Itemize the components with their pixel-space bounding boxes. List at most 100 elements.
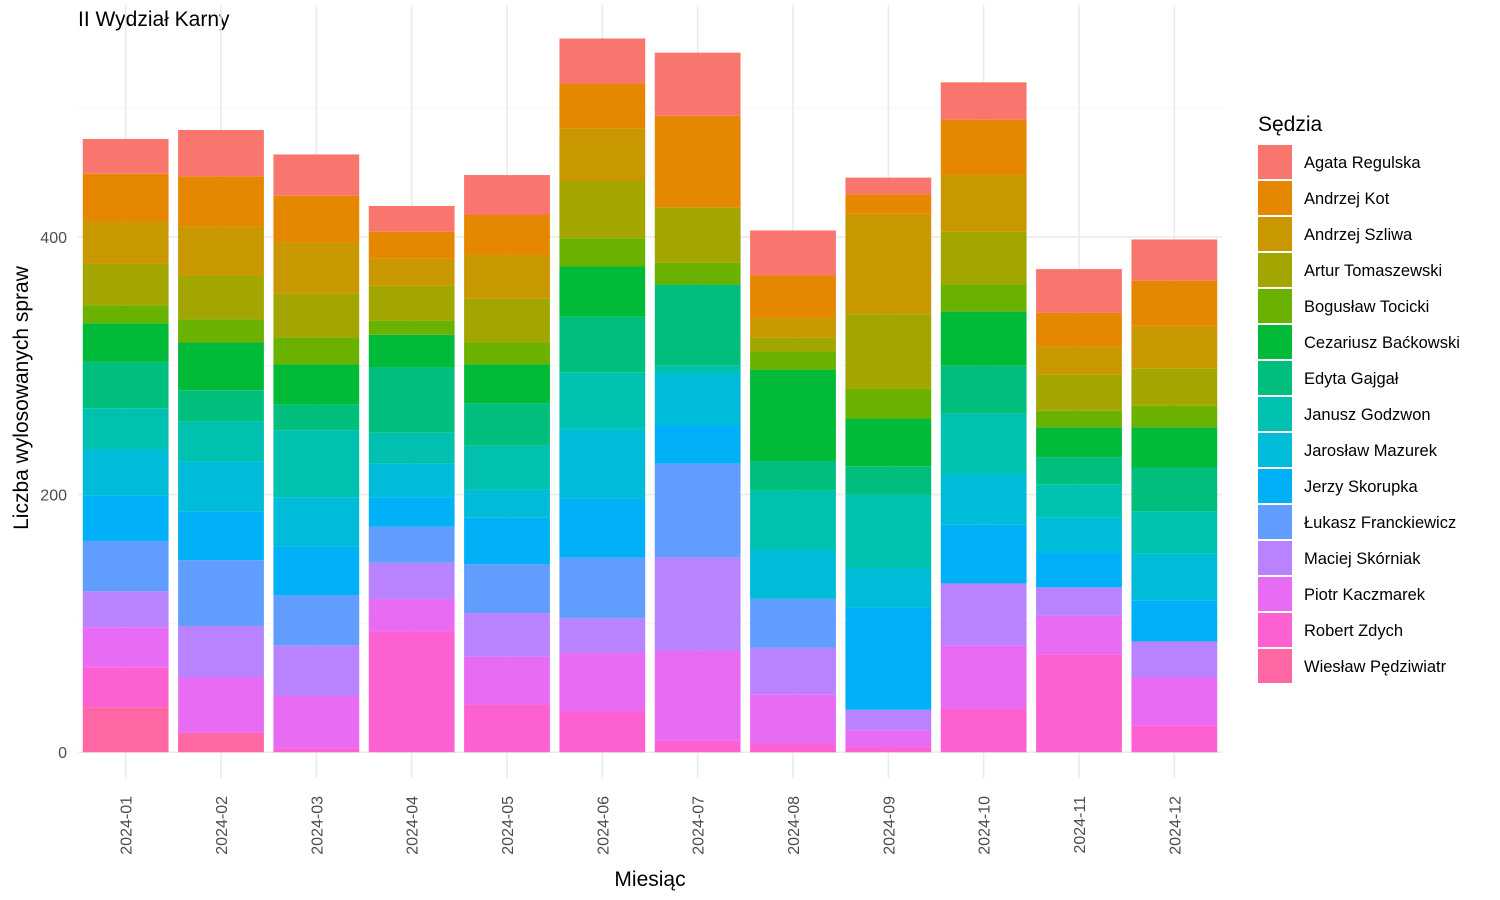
bar-segment-2024-04-cezariusz-backowski: [368, 334, 455, 368]
bar-segment-2024-08-maciej-skorniak: [750, 647, 836, 695]
bar-segment-2024-02-wieslaw-pedziwiatr: [178, 732, 264, 753]
bar-segment-2024-08-andrzej-szliwa: [750, 318, 836, 338]
bar-segment-2024-12-andrzej-kot: [1131, 280, 1218, 326]
bar-segment-2024-05-artur-tomaszewski: [464, 298, 550, 343]
legend: Sędzia Agata Regulska Andrzej Kot Andrzej …: [1258, 113, 1460, 683]
legend-label: Wiesław Pędziwiatr: [1304, 658, 1447, 676]
legend-key: [1258, 289, 1292, 323]
bar-segment-2024-07-andrzej-kot: [654, 115, 741, 208]
x-tick-label: 2024-10: [977, 796, 994, 855]
bar-segment-2024-05-lukasz-franckiewicz: [464, 564, 550, 614]
bar-segment-2024-02-cezariusz-backowski: [178, 342, 264, 391]
bar-segment-2024-12-jaroslaw-mazurek: [1131, 553, 1218, 601]
bar-segment-2024-03-cezariusz-backowski: [273, 364, 360, 405]
y-tick-label: 200: [40, 488, 67, 505]
bar-segment-2024-01-maciej-skorniak: [82, 591, 169, 628]
legend-label: Andrzej Szliwa: [1304, 226, 1413, 244]
bar-segment-2024-02-agata-regulska: [178, 129, 264, 177]
bar-segment-2024-11-edyta-gajgal: [1036, 457, 1122, 485]
bar-segment-2024-04-lukasz-franckiewicz: [368, 526, 455, 563]
bar-segment-2024-09-janusz-godzwon: [845, 494, 932, 569]
bar-segment-2024-01-cezariusz-backowski: [82, 323, 169, 362]
bar-segment-2024-02-edyta-gajgal: [178, 390, 264, 422]
bar-segment-2024-10-jaroslaw-mazurek: [940, 473, 1027, 525]
bar-segment-2024-08-andrzej-kot: [750, 275, 836, 319]
bar-segment-2024-03-jerzy-skorupka: [273, 546, 360, 596]
legend-key: [1258, 541, 1292, 575]
legend-key: [1258, 613, 1292, 647]
legend-key: [1258, 649, 1292, 683]
bar-segment-2024-06-andrzej-kot: [559, 83, 646, 129]
bar-segment-2024-06-cezariusz-backowski: [559, 266, 646, 317]
bar-segment-2024-06-lukasz-franckiewicz: [559, 557, 646, 619]
x-tick-label: 2024-02: [214, 796, 231, 855]
bar-segment-2024-08-lukasz-franckiewicz: [750, 598, 836, 648]
bar-segment-2024-09-maciej-skorniak: [845, 709, 932, 731]
bar-segment-2024-09-edyta-gajgal: [845, 466, 932, 495]
bar-segment-2024-01-jaroslaw-mazurek: [82, 449, 169, 496]
bar-segment-2024-11-boguslaw-tocicki: [1036, 410, 1122, 428]
legend-label: Bogusław Tocicki: [1304, 298, 1429, 316]
bar-segment-2024-09-piotr-kaczmarek: [845, 730, 932, 748]
bar-segment-2024-03-edyta-gajgal: [273, 404, 360, 431]
legend-key: [1258, 577, 1292, 611]
legend-label: Jerzy Skorupka: [1304, 478, 1419, 496]
bar-segment-2024-12-maciej-skorniak: [1131, 641, 1218, 678]
bar-segment-2024-02-jaroslaw-mazurek: [178, 461, 264, 512]
bar-segment-2024-01-robert-zdych: [82, 667, 169, 708]
legend-key: [1258, 181, 1292, 215]
bar-segment-2024-01-jerzy-skorupka: [82, 495, 169, 541]
bar-segment-2024-11-cezariusz-backowski: [1036, 427, 1122, 458]
bar-segment-2024-10-jerzy-skorupka: [940, 524, 1027, 584]
bar-segment-2024-02-maciej-skorniak: [178, 625, 264, 678]
legend-label: Agata Regulska: [1304, 154, 1421, 172]
bar-segment-2024-09-cezariusz-backowski: [845, 418, 932, 467]
bar-segment-2024-04-robert-zdych: [368, 631, 455, 753]
bar-segment-2024-10-robert-zdych: [940, 708, 1027, 753]
bar-segment-2024-02-piotr-kaczmarek: [178, 677, 264, 733]
bar-segment-2024-11-maciej-skorniak: [1036, 587, 1122, 616]
bar-segment-2024-09-agata-regulska: [845, 177, 932, 195]
bar-segment-2024-02-andrzej-kot: [178, 176, 264, 227]
bar-segment-2024-04-boguslaw-tocicki: [368, 320, 455, 335]
bars: [82, 38, 1218, 753]
bar-segment-2024-02-artur-tomaszewski: [178, 275, 264, 320]
bar-segment-2024-03-janusz-godzwon: [273, 430, 360, 498]
legend-label: Jarosław Mazurek: [1304, 442, 1438, 460]
bar-segment-2024-10-boguslaw-tocicki: [940, 284, 1027, 312]
bar-segment-2024-07-agata-regulska: [654, 52, 741, 116]
bar-segment-2024-07-piotr-kaczmarek: [654, 650, 741, 741]
bar-segment-2024-01-boguslaw-tocicki: [82, 305, 169, 324]
bar-segment-2024-05-jaroslaw-mazurek: [464, 489, 550, 518]
x-axis-ticks: 2024-01 2024-02 2024-03 2024-04 2024-05 2024-…: [119, 796, 1185, 855]
bar-segment-2024-07-maciej-skorniak: [654, 557, 741, 651]
bar-segment-2024-05-boguslaw-tocicki: [464, 342, 550, 365]
bar-segment-2024-03-artur-tomaszewski: [273, 293, 360, 338]
bar-segment-2024-08-boguslaw-tocicki: [750, 351, 836, 370]
bar-segment-2024-10-andrzej-kot: [940, 119, 1027, 176]
bar-segment-2024-09-andrzej-kot: [845, 194, 932, 214]
legend-label: Edyta Gajgał: [1304, 370, 1399, 388]
bar-segment-2024-10-janusz-godzwon: [940, 413, 1027, 474]
bar-segment-2024-03-jaroslaw-mazurek: [273, 497, 360, 547]
bar-segment-2024-04-agata-regulska: [368, 205, 455, 232]
bar-segment-2024-01-janusz-godzwon: [82, 408, 169, 450]
bar-segment-2024-11-agata-regulska: [1036, 269, 1122, 313]
bar-segment-2024-07-artur-tomaszewski: [654, 207, 741, 263]
bar-segment-2024-08-jaroslaw-mazurek: [750, 549, 836, 599]
bar-segment-2024-12-robert-zdych: [1131, 725, 1218, 753]
bar-segment-2024-03-lukasz-franckiewicz: [273, 595, 360, 646]
bar-segment-2024-06-artur-tomaszewski: [559, 181, 646, 239]
x-tick-label: 2024-06: [595, 796, 612, 855]
x-tick-label: 2024-11: [1072, 796, 1089, 854]
legend-key: [1258, 253, 1292, 287]
legend-label: Łukasz Franckiewicz: [1304, 514, 1456, 532]
bar-segment-2024-03-maciej-skorniak: [273, 645, 360, 696]
bar-segment-2024-12-artur-tomaszewski: [1131, 368, 1218, 406]
bar-segment-2024-02-lukasz-franckiewicz: [178, 560, 264, 626]
bar-segment-2024-07-robert-zdych: [654, 740, 741, 753]
bar-segment-2024-03-agata-regulska: [273, 154, 360, 196]
bar-segment-2024-04-andrzej-kot: [368, 231, 455, 259]
legend-label: Maciej Skórniak: [1304, 550, 1421, 568]
bar-segment-2024-12-boguslaw-tocicki: [1131, 405, 1218, 428]
